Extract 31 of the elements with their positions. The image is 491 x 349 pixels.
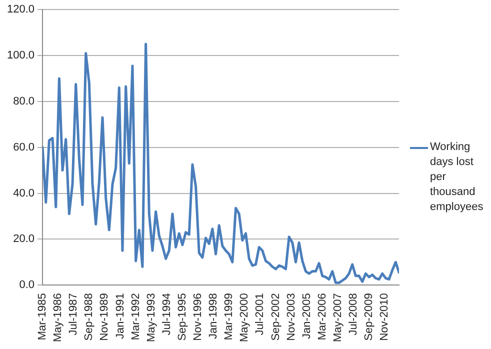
y-tick-label: 120.0 (6, 4, 35, 16)
y-tick-label: 20.0 (13, 233, 35, 246)
x-tick-label: Sep-2002 (270, 293, 282, 341)
x-tick-label: Nov-1989 (98, 293, 111, 341)
x-tick-label: Nov-2003 (285, 293, 298, 341)
x-tick-label: Sep-1995 (176, 293, 188, 341)
x-tick-label: Jan-1991 (114, 293, 126, 339)
x-tick-label: Mar-1999 (223, 293, 236, 340)
y-tick-label: 0.0 (19, 279, 35, 292)
x-tick-label: Jul-2008 (348, 293, 360, 336)
x-tick-label: Jan-1998 (208, 293, 220, 339)
x-tick-label: Sep-1988 (83, 293, 96, 341)
x-tick-label: Mar-1985 (36, 293, 49, 340)
x-tick-label: Mar-1992 (130, 293, 142, 340)
y-tick-label: 80.0 (13, 95, 35, 108)
x-tick-label: Jan-2005 (300, 293, 313, 339)
x-tick-label: Jul-1994 (160, 293, 173, 336)
x-tick-label: Jul-1987 (68, 293, 80, 336)
y-tick-label: 100.0 (6, 50, 35, 62)
x-tick-label: Sep-2009 (363, 293, 376, 341)
x-tick-label: Mar-2006 (316, 293, 328, 340)
x-tick-label: May-1986 (52, 293, 64, 342)
x-tick-label: Nov-1996 (192, 293, 204, 341)
y-tick-label: 60.0 (13, 141, 35, 154)
x-tick-label: Nov-2010 (378, 293, 391, 341)
x-tick-label: Jul-2001 (254, 293, 266, 336)
x-tick-label: May-2000 (238, 293, 251, 342)
x-tick-label: May-2007 (332, 293, 344, 342)
y-tick-label: 40.0 (13, 187, 35, 200)
x-tick-label: May-1993 (145, 293, 158, 342)
legend-label: Working days lost per thousand employees (430, 140, 484, 215)
